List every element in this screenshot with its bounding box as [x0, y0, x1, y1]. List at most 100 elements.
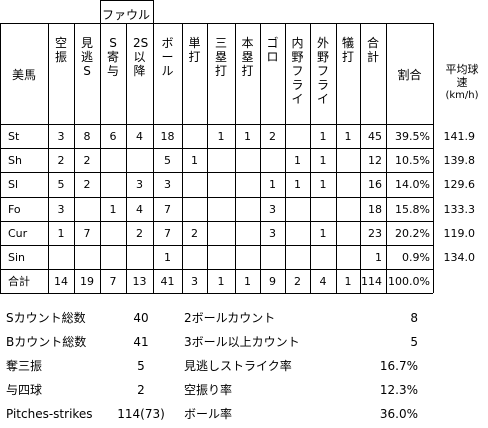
table-cell: 1 [294, 154, 301, 167]
speed-unit: (km/h) [445, 90, 479, 101]
column-header-single: 単打 [188, 36, 201, 64]
speed-value: 119.0 [443, 227, 476, 240]
table-cell: 45 [368, 130, 382, 143]
table-cell: 8 [83, 130, 91, 143]
table-cell: 4 [319, 275, 327, 288]
table-cell: 3 [136, 178, 143, 191]
table-cell: 13 [132, 275, 147, 288]
row-label: Fo [8, 203, 21, 216]
table-cell: 12 [368, 154, 382, 167]
column-header-ratio: 割合 [397, 68, 422, 82]
summary-label: 奪三振 [6, 359, 43, 373]
table-cell: 4 [136, 130, 143, 143]
speed-value: 129.6 [443, 178, 476, 191]
table-cell: 4 [136, 203, 143, 216]
table-cell: 1 [344, 275, 352, 288]
speed-value: 139.8 [443, 154, 476, 167]
table-cell: 9 [269, 275, 276, 288]
table-cell: 2 [83, 154, 91, 167]
column-header-ball: ボール [161, 36, 174, 78]
table-cell: 3 [269, 227, 276, 240]
row-label: Sin [8, 251, 26, 264]
table-cell: 15.8% [395, 203, 430, 216]
pitcher-name: 美馬 [11, 68, 36, 82]
table-cell: 3 [57, 130, 65, 143]
table-cell: 1 [109, 203, 117, 216]
summary-label: 2ボールカウント [184, 311, 276, 325]
table-cell: 1 [319, 227, 327, 240]
table-cell: 3 [57, 203, 65, 216]
table-cell: 1 [269, 178, 276, 191]
speed-value: 133.3 [443, 203, 476, 216]
table-cell: 14 [54, 275, 68, 288]
table-cell: 41 [160, 275, 175, 288]
table-cell: 6 [109, 130, 117, 143]
table-cell: 39.5% [395, 130, 430, 143]
speed-label: 平均球速 [445, 63, 479, 89]
column-header-homerun: 本塁打 [241, 36, 254, 78]
table-cell: 7 [83, 227, 91, 240]
column-header-looking_strike: 見逃S [80, 36, 93, 78]
summary-value: 5 [410, 335, 418, 349]
column-header-triple: 三塁打 [214, 36, 227, 78]
table-cell: 19 [80, 275, 94, 288]
column-header-outfield_fly: 外野フライ [316, 36, 329, 106]
table-cell: 5 [57, 178, 65, 191]
column-header-grounder: ゴロ [266, 36, 279, 64]
table-cell: 3 [191, 275, 198, 288]
table-cell: 3 [269, 203, 276, 216]
table-cell: 7 [109, 275, 117, 288]
table-cell: 2 [269, 130, 276, 143]
foul-group-label: ファウル [102, 8, 151, 22]
summary-value: 5 [137, 359, 145, 373]
row-label: St [8, 130, 20, 143]
table-cell: 20.2% [395, 227, 430, 240]
speed-value: 134.0 [443, 251, 476, 264]
table-cell: 18 [368, 203, 382, 216]
summary-label: 3ボール以上カウント [184, 335, 300, 349]
table-cell: 23 [368, 227, 382, 240]
table-cell: 100.0% [388, 275, 430, 288]
row-label: Cur [8, 227, 28, 240]
table-cell: 1 [319, 130, 327, 143]
speed-value: 141.9 [443, 130, 476, 143]
summary-label: ボール率 [184, 407, 233, 421]
summary-value: 40 [133, 311, 149, 325]
column-header-foul_2s: 2S以降 [133, 36, 149, 78]
table-cell: 10.5% [395, 154, 430, 167]
summary-value: 12.3% [379, 383, 418, 397]
table-cell: 1 [191, 154, 198, 167]
summary-label: 与四球 [6, 383, 43, 397]
table-cell: 16 [368, 178, 382, 191]
table-cell: 18 [160, 130, 175, 143]
table-cell: 1 [294, 178, 301, 191]
table-cell: 114 [361, 275, 382, 288]
row-label: Sh [8, 154, 22, 167]
table-cell: 14.0% [395, 178, 430, 191]
table-cell: 2 [136, 227, 143, 240]
column-header-infield_fly: 内野フライ [291, 36, 304, 106]
table-cell: 7 [164, 227, 171, 240]
summary-value: 36.0% [379, 407, 418, 421]
summary-value: 2 [137, 383, 145, 397]
table-cell: 1 [57, 227, 65, 240]
table-cell: 1 [244, 275, 251, 288]
summary-value: 114(73) [117, 407, 165, 421]
column-header-foul_s_count: S寄与 [106, 36, 119, 78]
summary-label: Sカウント総数 [6, 311, 86, 325]
column-header-sacrifice: 犠打 [341, 36, 354, 64]
table-cell: 1 [375, 251, 382, 264]
summary-value: 16.7% [379, 359, 418, 373]
summary-label: Bカウント総数 [6, 335, 87, 349]
table-cell: 1 [319, 154, 327, 167]
table-cell: 1 [217, 130, 225, 143]
summary-value: 8 [410, 311, 418, 325]
table-cell: 5 [164, 154, 171, 167]
table-cell: 2 [83, 178, 91, 191]
table-cell: 1 [164, 251, 171, 264]
table-cell: 2 [191, 227, 198, 240]
speed-header: 平均球速 (km/h) [445, 63, 478, 102]
summary-label: 空振り率 [184, 383, 233, 397]
row-label: Sl [8, 178, 19, 191]
